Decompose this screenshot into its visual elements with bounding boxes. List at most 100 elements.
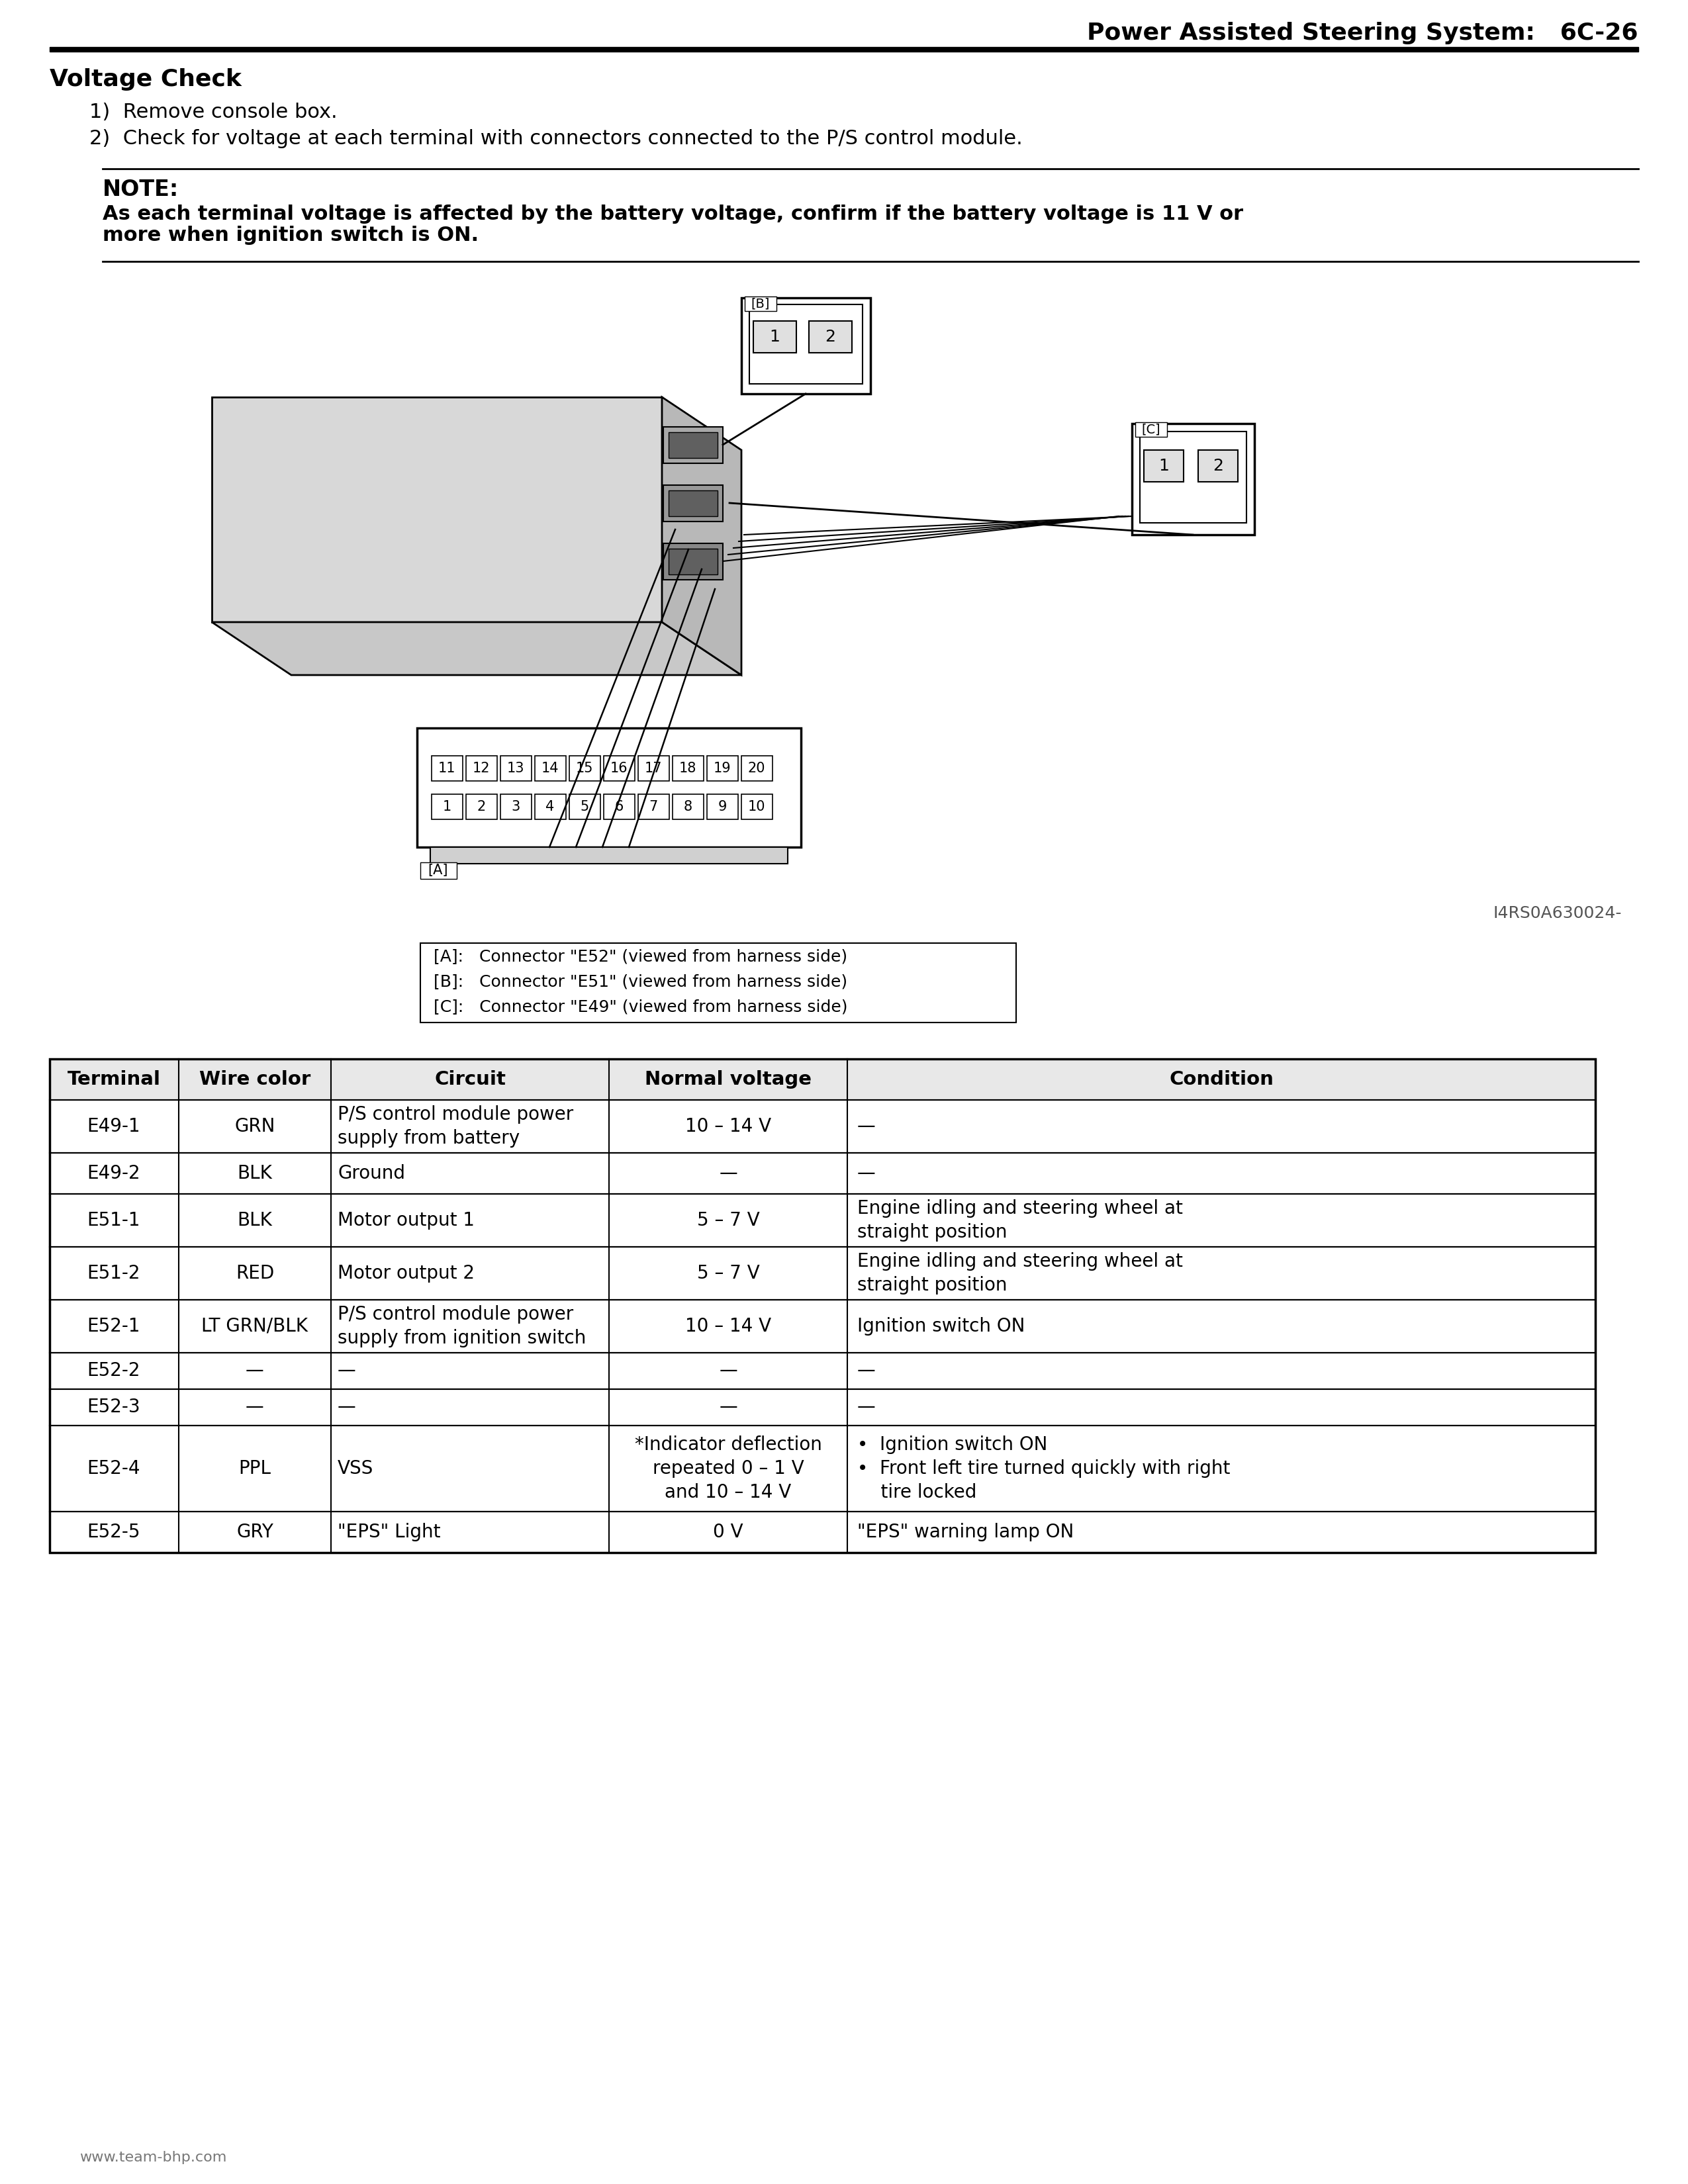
Bar	[663, 544, 722, 579]
Text: VSS: VSS	[338, 1459, 373, 1479]
Text: Motor output 2: Motor output 2	[338, 1265, 474, 1282]
Text: 16: 16	[609, 762, 628, 775]
Bar	[569, 756, 601, 782]
Text: Condition: Condition	[1170, 1070, 1273, 1088]
Bar	[668, 491, 717, 515]
Text: E52-2: E52-2	[88, 1361, 140, 1380]
Text: Terminal: Terminal	[68, 1070, 160, 1088]
Bar	[741, 756, 773, 782]
Text: E51-1: E51-1	[88, 1212, 140, 1230]
Bar	[1139, 432, 1246, 522]
Bar	[49, 1247, 1595, 1299]
Bar	[663, 426, 722, 463]
Polygon shape	[211, 622, 741, 675]
Text: 11: 11	[439, 762, 456, 775]
Text: RED: RED	[236, 1265, 273, 1282]
Text: Engine idling and steering wheel at
straight position: Engine idling and steering wheel at stra…	[858, 1199, 1183, 1241]
Text: —: —	[858, 1398, 876, 1415]
Polygon shape	[662, 397, 741, 675]
Text: 17: 17	[645, 762, 662, 775]
Text: —: —	[858, 1164, 876, 1184]
Bar	[211, 397, 662, 622]
Bar	[49, 1059, 1595, 1101]
Text: 5 – 7 V: 5 – 7 V	[697, 1265, 760, 1282]
Text: 5: 5	[581, 799, 589, 812]
Text: GRY: GRY	[236, 1522, 273, 1542]
Text: more when ignition switch is ON.: more when ignition switch is ON.	[103, 225, 479, 245]
Bar	[707, 795, 738, 819]
Text: 1: 1	[1158, 459, 1170, 474]
Bar	[1133, 424, 1254, 535]
Bar	[49, 1511, 1595, 1553]
Text: [A]:   Connector "E52" (viewed from harness side): [A]: Connector "E52" (viewed from harnes…	[434, 948, 847, 965]
Bar	[49, 1153, 1595, 1195]
Bar	[668, 432, 717, 459]
Bar	[49, 1195, 1595, 1247]
Text: 2: 2	[825, 330, 836, 345]
Text: [B]: [B]	[751, 297, 770, 310]
Bar	[49, 48, 1639, 52]
Text: 4: 4	[545, 799, 554, 812]
Text: 14: 14	[542, 762, 559, 775]
Text: "EPS" Light: "EPS" Light	[338, 1522, 441, 1542]
Text: 13: 13	[506, 762, 525, 775]
Text: —: —	[719, 1398, 738, 1415]
Text: [C]: [C]	[1141, 424, 1161, 437]
Bar	[420, 943, 1016, 1022]
Bar	[49, 1389, 1595, 1426]
Bar	[741, 795, 773, 819]
Text: [A]: [A]	[429, 863, 449, 878]
Text: Ground: Ground	[338, 1164, 405, 1184]
Bar	[49, 1059, 1595, 1553]
Text: E52-3: E52-3	[88, 1398, 140, 1415]
Text: 20: 20	[748, 762, 765, 775]
Bar	[432, 795, 463, 819]
Bar	[49, 1299, 1595, 1352]
Text: P/S control module power
supply from ignition switch: P/S control module power supply from ign…	[338, 1306, 586, 1348]
Bar	[49, 1352, 1595, 1389]
Text: PPL: PPL	[238, 1459, 272, 1479]
Bar	[417, 727, 802, 847]
Text: "EPS" warning lamp ON: "EPS" warning lamp ON	[858, 1522, 1074, 1542]
Text: [C]:   Connector "E49" (viewed from harness side): [C]: Connector "E49" (viewed from harnes…	[434, 998, 847, 1016]
Text: *Indicator deflection
repeated 0 – 1 V
and 10 – 14 V: *Indicator deflection repeated 0 – 1 V a…	[635, 1435, 822, 1500]
Text: Motor output 1: Motor output 1	[338, 1212, 474, 1230]
Text: Voltage Check: Voltage Check	[49, 68, 241, 92]
Bar	[1198, 450, 1237, 483]
Text: E52-1: E52-1	[88, 1317, 140, 1337]
Bar	[663, 485, 722, 522]
Text: 2: 2	[1212, 459, 1224, 474]
Text: 10 – 14 V: 10 – 14 V	[685, 1317, 771, 1337]
Text: BLK: BLK	[238, 1164, 272, 1184]
Text: 2)  Check for voltage at each terminal with connectors connected to the P/S cont: 2) Check for voltage at each terminal wi…	[89, 129, 1023, 149]
Text: E49-1: E49-1	[88, 1118, 140, 1136]
Bar	[500, 795, 532, 819]
Text: [B]:   Connector "E51" (viewed from harness side): [B]: Connector "E51" (viewed from harnes…	[434, 974, 847, 989]
Bar	[638, 795, 668, 819]
Bar	[604, 795, 635, 819]
Text: As each terminal voltage is affected by the battery voltage, confirm if the batt: As each terminal voltage is affected by …	[103, 203, 1244, 223]
Text: 1: 1	[442, 799, 451, 812]
Bar	[1136, 422, 1166, 437]
Text: 8: 8	[684, 799, 692, 812]
Text: •  Ignition switch ON
•  Front left tire turned quickly with right
    tire lock: • Ignition switch ON • Front left tire t…	[858, 1435, 1231, 1500]
Text: 15: 15	[576, 762, 592, 775]
Text: P/S control module power
supply from battery: P/S control module power supply from bat…	[338, 1105, 574, 1147]
Bar	[535, 795, 565, 819]
Text: —: —	[246, 1398, 263, 1415]
Text: NOTE:: NOTE:	[103, 179, 179, 201]
Text: I4RS0A630024-: I4RS0A630024-	[1494, 906, 1622, 922]
Bar	[672, 756, 704, 782]
Bar	[49, 1426, 1595, 1511]
Text: 1)  Remove console box.: 1) Remove console box.	[89, 103, 338, 122]
Text: 0 V: 0 V	[712, 1522, 743, 1542]
Bar	[1144, 450, 1183, 483]
Text: www.team-bhp.com: www.team-bhp.com	[79, 2151, 226, 2164]
Bar	[707, 756, 738, 782]
Bar	[744, 297, 776, 310]
Text: E49-2: E49-2	[88, 1164, 140, 1184]
Text: BLK: BLK	[238, 1212, 272, 1230]
Text: 6: 6	[614, 799, 623, 812]
Text: Circuit: Circuit	[434, 1070, 506, 1088]
Bar	[500, 756, 532, 782]
